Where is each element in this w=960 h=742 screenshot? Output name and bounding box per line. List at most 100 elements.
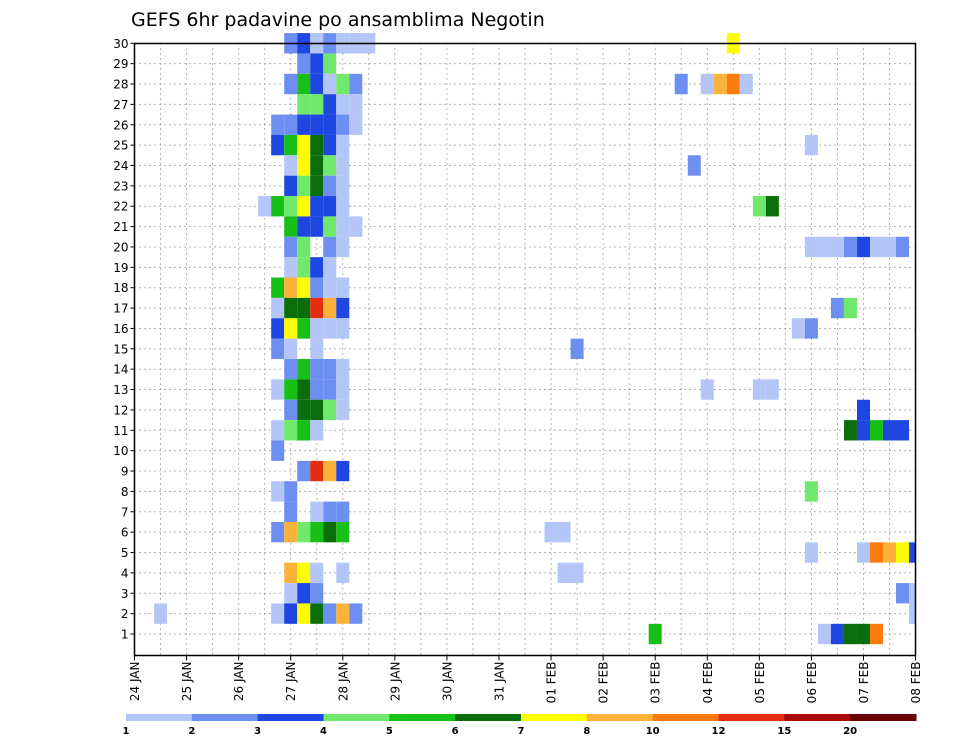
heatmap-cell [284,501,298,522]
heatmap-cell [297,379,311,400]
y-tick-label: 4 [121,566,129,580]
heatmap-cell [271,481,285,502]
heatmap-cell [726,73,740,95]
heatmap-cell [648,623,662,645]
y-tick-label: 9 [121,465,129,479]
heatmap-cell [349,94,363,115]
heatmap-cell [297,521,311,543]
heatmap-cell [310,603,324,624]
legend-swatch [784,714,851,721]
heatmap-cell [336,521,350,543]
heatmap-cell [297,73,311,95]
x-tick-label: 06 FEB [805,662,819,704]
heatmap-cell [310,501,324,522]
legend-label: 20 [843,726,857,737]
legend-label: 2 [188,726,195,737]
heatmap-cell [336,460,350,482]
heatmap-cell [336,236,350,258]
heatmap-cell [310,175,324,197]
heatmap-cell [297,603,311,624]
heatmap-cell [271,114,285,135]
y-tick-label: 28 [113,78,128,92]
legend-swatch [586,714,654,721]
heatmap-cell [323,399,337,421]
x-tick-label: 27 JAN [284,662,298,702]
heatmap-cell [271,134,285,156]
heatmap-cell [765,196,779,217]
heatmap-cell [297,114,311,135]
y-tick-label: 24 [113,159,128,173]
legend-label: 8 [583,726,590,737]
heatmap-cell [336,114,350,135]
heatmap-cell [271,338,285,360]
heatmap-cell [297,318,311,339]
y-tick-label: 17 [113,302,128,316]
heatmap-cell [752,196,766,217]
heatmap-cell [310,297,324,319]
heatmap-cell [271,297,285,319]
heatmap-cell [791,318,805,339]
heatmap-cell [323,257,337,278]
heatmap-cell [804,542,818,563]
y-tick-label: 25 [113,139,128,153]
heatmap-cell [271,277,285,298]
heatmap-cell [336,562,350,584]
y-tick-label: 14 [113,363,128,377]
heatmap-cell [297,236,311,258]
legend-swatch [126,714,193,721]
heatmap-cell [336,297,350,319]
heatmap-cell [310,338,324,360]
heatmap-cell [310,420,324,441]
heatmap-cell [284,297,298,319]
heatmap-cell [323,94,337,115]
heatmap-cell [297,460,311,482]
heatmap-cell [310,216,324,237]
heatmap-cell [323,521,337,543]
x-tick-label: 31 JAN [492,662,506,702]
legend-swatch [850,714,917,721]
y-tick-label: 6 [121,526,129,540]
heatmap-cell [310,114,324,135]
heatmap-cell [843,297,857,319]
heatmap-cell [323,196,337,217]
y-tick-label: 23 [113,179,128,193]
heatmap-cell [752,379,766,400]
heatmap-cell [336,359,350,380]
heatmap-cell [856,623,870,645]
legend-swatch [652,714,719,721]
x-tick-label: 30 JAN [440,662,454,702]
heatmap-cell [869,236,884,258]
y-tick-label: 27 [113,98,128,112]
heatmap-cell [310,359,324,380]
y-tick-label: 7 [121,505,129,519]
heatmap-cell [284,359,298,380]
heatmap-cell [297,216,311,237]
heatmap-cell [349,114,363,135]
heatmap-cell [349,603,363,624]
heatmap-cell [310,196,324,217]
y-tick-label: 8 [121,485,129,499]
heatmap-cell [323,297,337,319]
heatmap-cell [297,155,311,176]
y-tick-label: 20 [113,240,128,254]
heatmap-cell [284,114,298,135]
heatmap-cell [297,420,311,441]
heatmap-cell [323,603,337,624]
heatmap-cell [869,623,884,645]
heatmap-cell [323,379,337,400]
heatmap-cell [700,379,714,400]
heatmap-cell [856,399,870,421]
x-axis-ticks: 24 JAN 25 JAN 26 JAN 27 JAN 28 JAN 29 JAN 30 J… [128,655,923,704]
heatmap-cell [297,562,311,584]
heatmap-cell [557,521,571,543]
y-tick-label: 15 [113,342,128,356]
heatmap-cell [336,155,350,176]
heatmap-cell [336,175,350,197]
heatmap-cell [883,236,897,258]
y-tick-label: 10 [113,444,128,458]
heatmap-cell [284,481,298,502]
heatmap-cell [284,521,298,543]
heatmap-cell [284,603,298,624]
heatmap-cell [297,399,311,421]
heatmap-cell [271,196,285,217]
